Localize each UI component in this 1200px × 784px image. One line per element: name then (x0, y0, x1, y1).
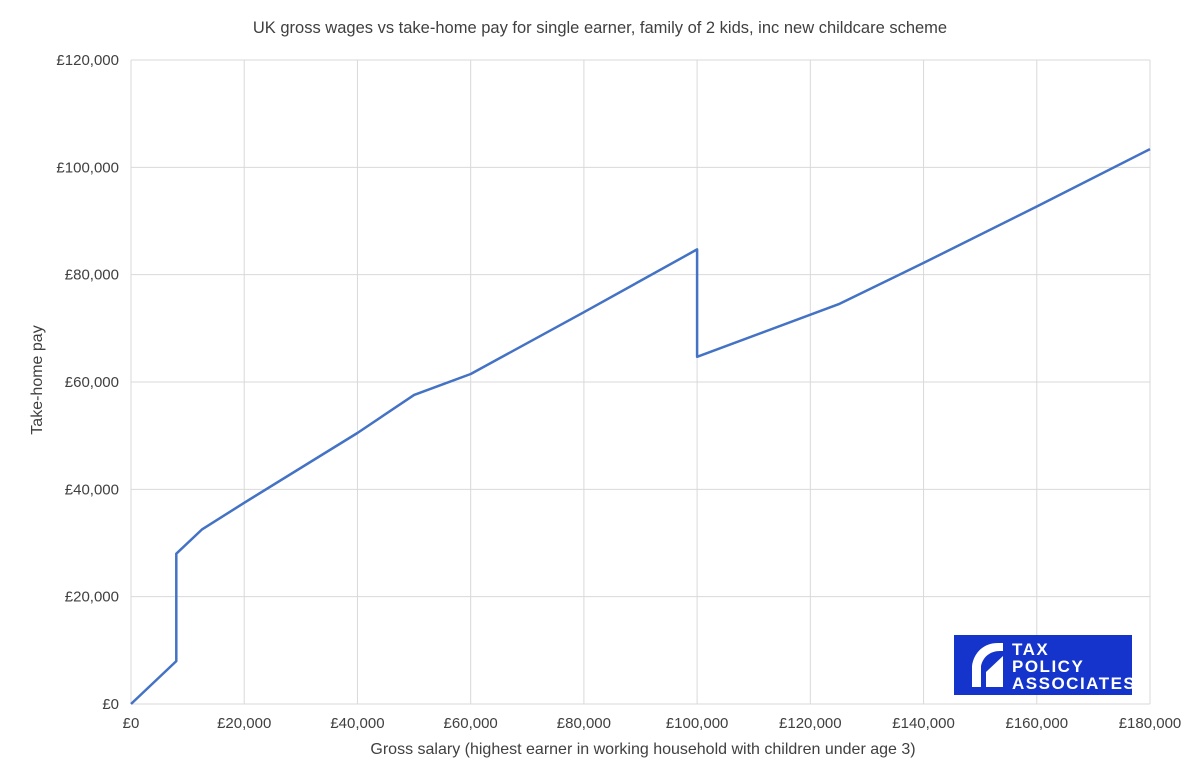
x-tick-label: £40,000 (330, 715, 384, 732)
y-tick-label: £100,000 (56, 159, 119, 176)
x-tick-label: £180,000 (1119, 715, 1182, 732)
x-tick-label: £140,000 (892, 715, 955, 732)
y-tick-label: £120,000 (56, 52, 119, 69)
y-tick-label: £60,000 (65, 374, 119, 391)
x-tick-label: £60,000 (444, 715, 498, 732)
grid (130, 59, 1151, 705)
logo-background (954, 635, 1132, 695)
x-tick-label: £0 (123, 715, 140, 732)
series-layer (130, 147, 1151, 705)
y-tick-label: £80,000 (65, 267, 119, 284)
y-tick-labels: £0 £20,000 £40,000 £60,000 £80,000 £100,000 £1… (56, 52, 119, 713)
y-tick-label: £20,000 (65, 589, 119, 606)
y-axis-title: Take-home pay (29, 325, 46, 434)
tax-policy-associates-logo: TAX POLICY ASSOCIATES (954, 635, 1136, 695)
x-tick-label: £20,000 (217, 715, 271, 732)
x-axis-title: Gross salary (highest earner in working … (370, 741, 915, 758)
x-tick-label: £120,000 (779, 715, 842, 732)
logo-text-line-1: TAX (1012, 640, 1049, 659)
logo-text-line-2: POLICY (1012, 657, 1084, 676)
logo-mark-icon (972, 643, 1003, 687)
y-tick-label: £0 (102, 696, 119, 713)
x-tick-labels: £0 £20,000 £40,000 £60,000 £80,000 £100,000 £1… (123, 715, 1182, 732)
x-tick-label: £80,000 (557, 715, 611, 732)
series-line (130, 147, 1151, 705)
logo-text-line-3: ASSOCIATES (1012, 674, 1136, 693)
chart-title: UK gross wages vs take-home pay for sing… (253, 19, 947, 37)
y-tick-label: £40,000 (65, 481, 119, 498)
x-tick-label: £100,000 (666, 715, 729, 732)
x-tick-label: £160,000 (1005, 715, 1068, 732)
